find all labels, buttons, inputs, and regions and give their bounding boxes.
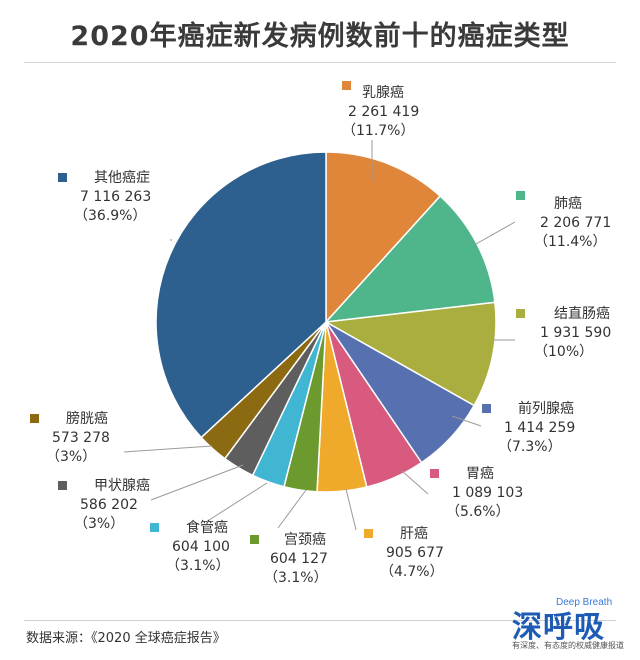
- slice-percent-label: （11.7%）: [342, 123, 414, 139]
- leader-line: [277, 489, 307, 529]
- leader-line: [475, 221, 516, 245]
- legend-swatch: [482, 404, 491, 413]
- legend-swatch: [30, 414, 39, 423]
- slice-name-label: 食管癌: [186, 519, 228, 536]
- slice-name-label: 前列腺癌: [518, 400, 574, 417]
- slice-name-label: 其他癌症: [94, 170, 150, 186]
- brand-name: 深呼吸: [512, 610, 605, 645]
- slice-percent-label: （3%）: [74, 516, 124, 532]
- source-note: 数据来源：《2020 全球癌症报告》: [26, 631, 226, 646]
- leader-line: [401, 470, 429, 495]
- slice-percent-label: （4.7%）: [380, 564, 444, 580]
- slice-name-label: 甲状腺癌: [94, 478, 150, 494]
- slice-value-label: 604 127: [270, 551, 328, 567]
- legend-swatch: [516, 191, 525, 200]
- footer-divider: [24, 620, 616, 621]
- slice-name-label: 胃癌: [466, 466, 494, 482]
- slice-value-label: 7 116 263: [80, 189, 151, 205]
- leader-line: [205, 482, 268, 523]
- slice-name-label: 结直肠癌: [554, 305, 610, 322]
- legend-swatch: [250, 535, 259, 544]
- legend-swatch: [342, 81, 351, 90]
- slice-percent-label: （10%）: [534, 344, 593, 360]
- slice-value-label: 905 677: [386, 545, 444, 561]
- pie-slice: [155, 151, 327, 439]
- slice-value-label: 1 089 103: [452, 485, 523, 501]
- slice-percent-label: （5.6%）: [446, 504, 510, 520]
- slice-value-label: 604 100: [172, 539, 230, 555]
- slice-name-label: 乳腺癌: [362, 85, 404, 101]
- slice-value-label: 573 278: [52, 430, 110, 446]
- legend-swatch: [150, 523, 159, 532]
- chart-title: 2020年癌症新发病例数前十的癌症类型: [70, 21, 570, 52]
- brand-tagline: 有深度、有态度的权威健康报道: [512, 641, 624, 650]
- legend-swatch: [430, 469, 439, 478]
- slice-percent-label: （3%）: [46, 449, 96, 465]
- title-divider: [24, 62, 616, 63]
- brand-logo: 深呼吸 Deep Breath 有深度、有态度的权威健康报道: [510, 594, 624, 652]
- slice-percent-label: （11.4%）: [534, 234, 606, 250]
- slice-name-label: 肝癌: [400, 526, 428, 542]
- leader-line: [150, 464, 244, 501]
- pie-slice: [325, 151, 442, 324]
- slice-percent-label: （3.1%）: [166, 558, 230, 574]
- legend-swatch: [58, 173, 67, 182]
- slice-value-label: 1 414 259: [504, 420, 575, 436]
- slice-value-label: 1 931 590: [540, 325, 611, 341]
- slice-value-label: 2 261 419: [348, 104, 419, 120]
- leader-line: [451, 415, 482, 427]
- pie-slice: [323, 301, 497, 407]
- slice-value-label: 586 202: [80, 497, 138, 513]
- pie-slice: [324, 195, 496, 323]
- legend-swatch: [364, 529, 373, 538]
- legend-swatch: [516, 309, 525, 318]
- slice-name-label: 肺癌: [554, 196, 582, 212]
- slice-percent-label: （3.1%）: [264, 570, 328, 586]
- brand-english: Deep Breath: [556, 597, 613, 608]
- legend-swatch: [58, 481, 67, 490]
- leader-line: [123, 445, 213, 453]
- slice-name-label: 宫颈癌: [284, 532, 326, 548]
- leader-line: [345, 488, 357, 531]
- slice-value-label: 2 206 771: [540, 215, 611, 231]
- slice-name-label: 膀胱癌: [66, 410, 108, 427]
- slice-percent-label: （36.9%）: [74, 208, 146, 224]
- slice-percent-label: （7.3%）: [498, 439, 562, 455]
